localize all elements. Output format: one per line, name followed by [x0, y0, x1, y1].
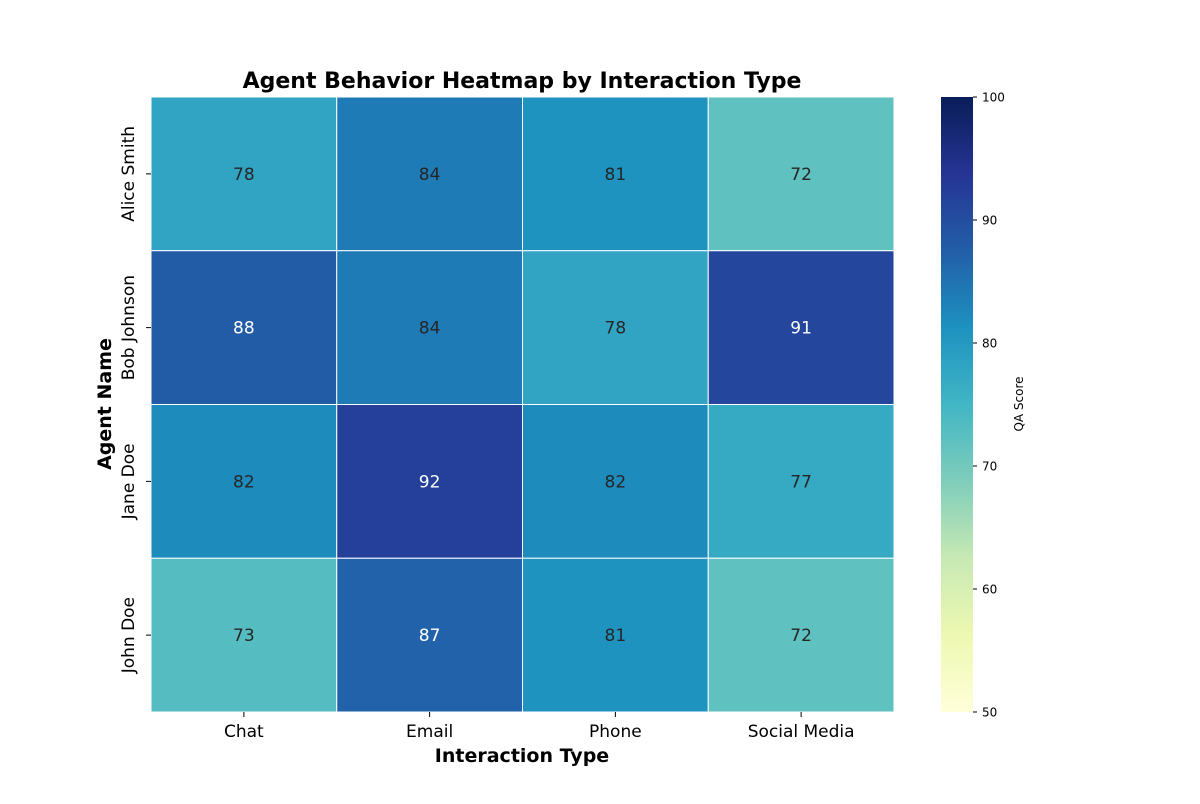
heatmap-cell: [522, 557, 709, 713]
y-tick-label: Alice Smith: [119, 126, 139, 222]
cell-value-label: 82: [233, 472, 255, 492]
colorbar-gradient: [941, 97, 973, 712]
heatmap-cell: [707, 404, 895, 559]
heatmap-cell: [522, 250, 709, 405]
x-tick-label: Phone: [589, 722, 642, 742]
heatmap-cell: [150, 250, 338, 405]
x-axis-ticks: Chat Email Phone Social Media: [224, 712, 855, 742]
cell-value-label: 78: [233, 165, 255, 185]
colorbar-label: QA Score: [1012, 376, 1026, 431]
cell-value-label: 84: [419, 165, 441, 185]
colorbar-tick-label: 60: [982, 583, 997, 597]
y-tick-label: Bob Johnson: [119, 275, 139, 380]
x-tick-label: Email: [406, 722, 453, 742]
heatmap-cell: [707, 250, 895, 405]
cell-value-label: 77: [790, 472, 812, 492]
cell-value-label: 81: [605, 626, 627, 646]
heatmap-cell: [150, 96, 338, 252]
colorbar-tick-label: 80: [982, 337, 997, 351]
heatmap-cell: [522, 96, 709, 252]
y-axis-label: Agent Name: [94, 338, 116, 470]
colorbar-tick-label: 100: [982, 91, 1005, 105]
x-axis-label: Interaction Type: [435, 745, 609, 767]
cell-value-label: 72: [790, 165, 812, 185]
cell-value-label: 92: [419, 472, 441, 492]
heatmap-cell: [707, 557, 895, 713]
heatmap-cell: [336, 404, 523, 559]
cell-value-label: 88: [233, 319, 255, 339]
cell-value-label: 72: [790, 626, 812, 646]
colorbar-ticks: 50 60 70 80 90 100: [973, 91, 1005, 720]
heatmap-cell: [336, 250, 523, 405]
cell-value-label: 82: [605, 472, 627, 492]
heatmap-cells: 78 84 81 72 88 84 78 91 82 92 82 77 73 87 81 72: [150, 96, 895, 713]
y-axis-ticks: Alice Smith Bob Johnson Jane Doe John Doe: [119, 126, 151, 674]
heatmap-cell: [336, 96, 523, 252]
x-tick-label: Chat: [224, 722, 264, 742]
cell-value-label: 84: [419, 319, 441, 339]
chart-title: Agent Behavior Heatmap by Interaction Ty…: [243, 69, 802, 94]
colorbar: 50 60 70 80 90 100 QA Score: [941, 91, 1026, 720]
cell-value-label: 73: [233, 626, 255, 646]
colorbar-tick-label: 90: [982, 214, 997, 228]
cell-value-label: 91: [790, 319, 812, 339]
y-tick-label: John Doe: [119, 597, 139, 674]
cell-value-label: 81: [605, 165, 627, 185]
cell-value-label: 87: [419, 626, 441, 646]
x-tick-label: Social Media: [748, 722, 855, 742]
heatmap-cell: [336, 557, 523, 713]
colorbar-tick-label: 50: [982, 706, 997, 720]
heatmap-cell: [150, 557, 338, 713]
heatmap-cell: [707, 96, 895, 252]
colorbar-tick-label: 70: [982, 460, 997, 474]
y-tick-label: Jane Doe: [119, 443, 139, 520]
cell-value-label: 78: [605, 319, 627, 339]
